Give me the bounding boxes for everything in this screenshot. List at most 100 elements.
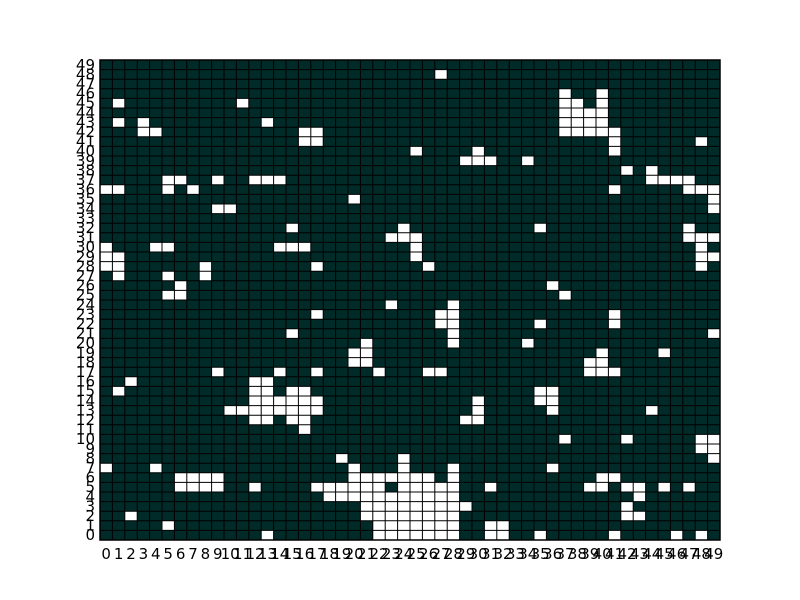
heatmap-cell xyxy=(162,290,175,300)
x-tick-label: 18 xyxy=(320,545,339,563)
y-tick-label: 35 xyxy=(76,190,95,208)
heatmap-cell xyxy=(670,530,683,540)
x-tick-label: 31 xyxy=(481,545,500,563)
heatmap-cell xyxy=(310,405,324,416)
x-tick-label: 33 xyxy=(506,545,525,563)
heatmap-cell xyxy=(571,117,584,128)
heatmap-cell xyxy=(236,98,249,108)
x-tick-label: 49 xyxy=(704,545,723,563)
heatmap-cell xyxy=(434,501,448,512)
heatmap-cell xyxy=(472,396,485,406)
heatmap-cell xyxy=(100,463,113,473)
heatmap-cell xyxy=(248,482,262,492)
heatmap-cell xyxy=(534,530,547,540)
heatmap-cell xyxy=(211,482,224,492)
heatmap-cell xyxy=(298,136,311,147)
y-tick-label: 21 xyxy=(76,325,95,343)
y-tick-label: 34 xyxy=(76,200,95,218)
heatmap-cell xyxy=(434,367,448,377)
heatmap-cell xyxy=(434,319,448,329)
heatmap-cell xyxy=(360,511,373,521)
heatmap-cell xyxy=(682,184,696,195)
heatmap-cell xyxy=(596,357,609,368)
heatmap-cell xyxy=(633,482,646,492)
heatmap-cell xyxy=(360,357,373,368)
x-tick-label: 5 xyxy=(163,545,173,563)
heatmap-cell xyxy=(397,492,410,502)
heatmap-cell xyxy=(695,136,708,147)
heatmap-cell xyxy=(211,175,224,185)
heatmap-cell xyxy=(174,482,187,492)
heatmap-cell xyxy=(261,175,274,185)
x-tick-label: 6 xyxy=(176,545,186,563)
heatmap-cell xyxy=(273,175,286,185)
heatmap-cell xyxy=(558,290,572,300)
heatmap-cell xyxy=(707,328,720,339)
x-tick-label: 0 xyxy=(101,545,111,563)
heatmap-cell xyxy=(286,328,299,339)
y-tick-label: 16 xyxy=(76,373,95,391)
y-tick-label: 8 xyxy=(85,449,95,467)
heatmap-cell xyxy=(459,415,472,425)
heatmap-cell xyxy=(261,386,274,396)
heatmap-cell xyxy=(162,175,175,185)
y-tick-label: 48 xyxy=(76,65,95,83)
heatmap-cell xyxy=(434,482,448,492)
heatmap-cell xyxy=(571,108,584,118)
heatmap-cell xyxy=(546,405,559,416)
heatmap-cell xyxy=(447,472,460,483)
heatmap-cell xyxy=(484,530,497,540)
x-tick-label: 46 xyxy=(667,545,686,563)
x-tick-label: 23 xyxy=(382,545,401,563)
heatmap-cell xyxy=(447,328,460,339)
heatmap-cell xyxy=(608,367,621,377)
heatmap-cell xyxy=(434,492,448,502)
heatmap-cell xyxy=(261,117,274,128)
heatmap-cell xyxy=(695,261,708,272)
heatmap-cell xyxy=(112,261,125,272)
heatmap-cell xyxy=(348,463,361,473)
x-tick-label: 48 xyxy=(692,545,711,563)
heatmap-cell xyxy=(658,348,671,358)
heatmap-cell xyxy=(100,261,113,272)
heatmap-cell xyxy=(397,530,410,540)
heatmap-cell xyxy=(348,357,361,368)
heatmap-cell xyxy=(261,376,274,387)
heatmap-cell xyxy=(298,424,311,435)
heatmap-cell xyxy=(707,204,720,214)
heatmap-cell xyxy=(558,98,572,108)
heatmap-cell xyxy=(534,396,547,406)
heatmap-cell xyxy=(459,501,472,512)
heatmap-cell xyxy=(372,501,386,512)
heatmap-cell xyxy=(112,184,125,195)
y-tick-label: 0 xyxy=(85,526,95,544)
heatmap-cell xyxy=(410,520,423,531)
heatmap-cell xyxy=(372,530,386,540)
heatmap-cell xyxy=(447,482,460,492)
heatmap-cell xyxy=(447,520,460,531)
y-tick-label: 49 xyxy=(76,56,95,74)
y-tick-label: 44 xyxy=(76,104,95,122)
heatmap-cell xyxy=(422,472,435,483)
heatmap-cell xyxy=(397,232,410,243)
heatmap-cell xyxy=(261,415,274,425)
x-tick-label: 38 xyxy=(568,545,587,563)
heatmap-cell xyxy=(310,482,324,492)
heatmap-cell xyxy=(186,184,200,195)
heatmap-cell xyxy=(608,136,621,147)
heatmap-cell xyxy=(620,482,634,492)
heatmap-cell xyxy=(682,232,696,243)
heatmap-cell xyxy=(447,501,460,512)
heatmap-cell xyxy=(422,261,435,272)
heatmap-cell xyxy=(422,530,435,540)
heatmap-cell xyxy=(608,319,621,329)
heatmap-cell xyxy=(558,434,572,444)
heatmap-cell xyxy=(410,482,423,492)
heatmap-cell xyxy=(583,357,596,368)
x-tick-label: 34 xyxy=(518,545,537,563)
heatmap-cell xyxy=(447,530,460,540)
x-tick-label: 29 xyxy=(456,545,475,563)
heatmap-cell xyxy=(186,472,200,483)
x-tick-label: 37 xyxy=(555,545,574,563)
heatmap-cell xyxy=(410,501,423,512)
